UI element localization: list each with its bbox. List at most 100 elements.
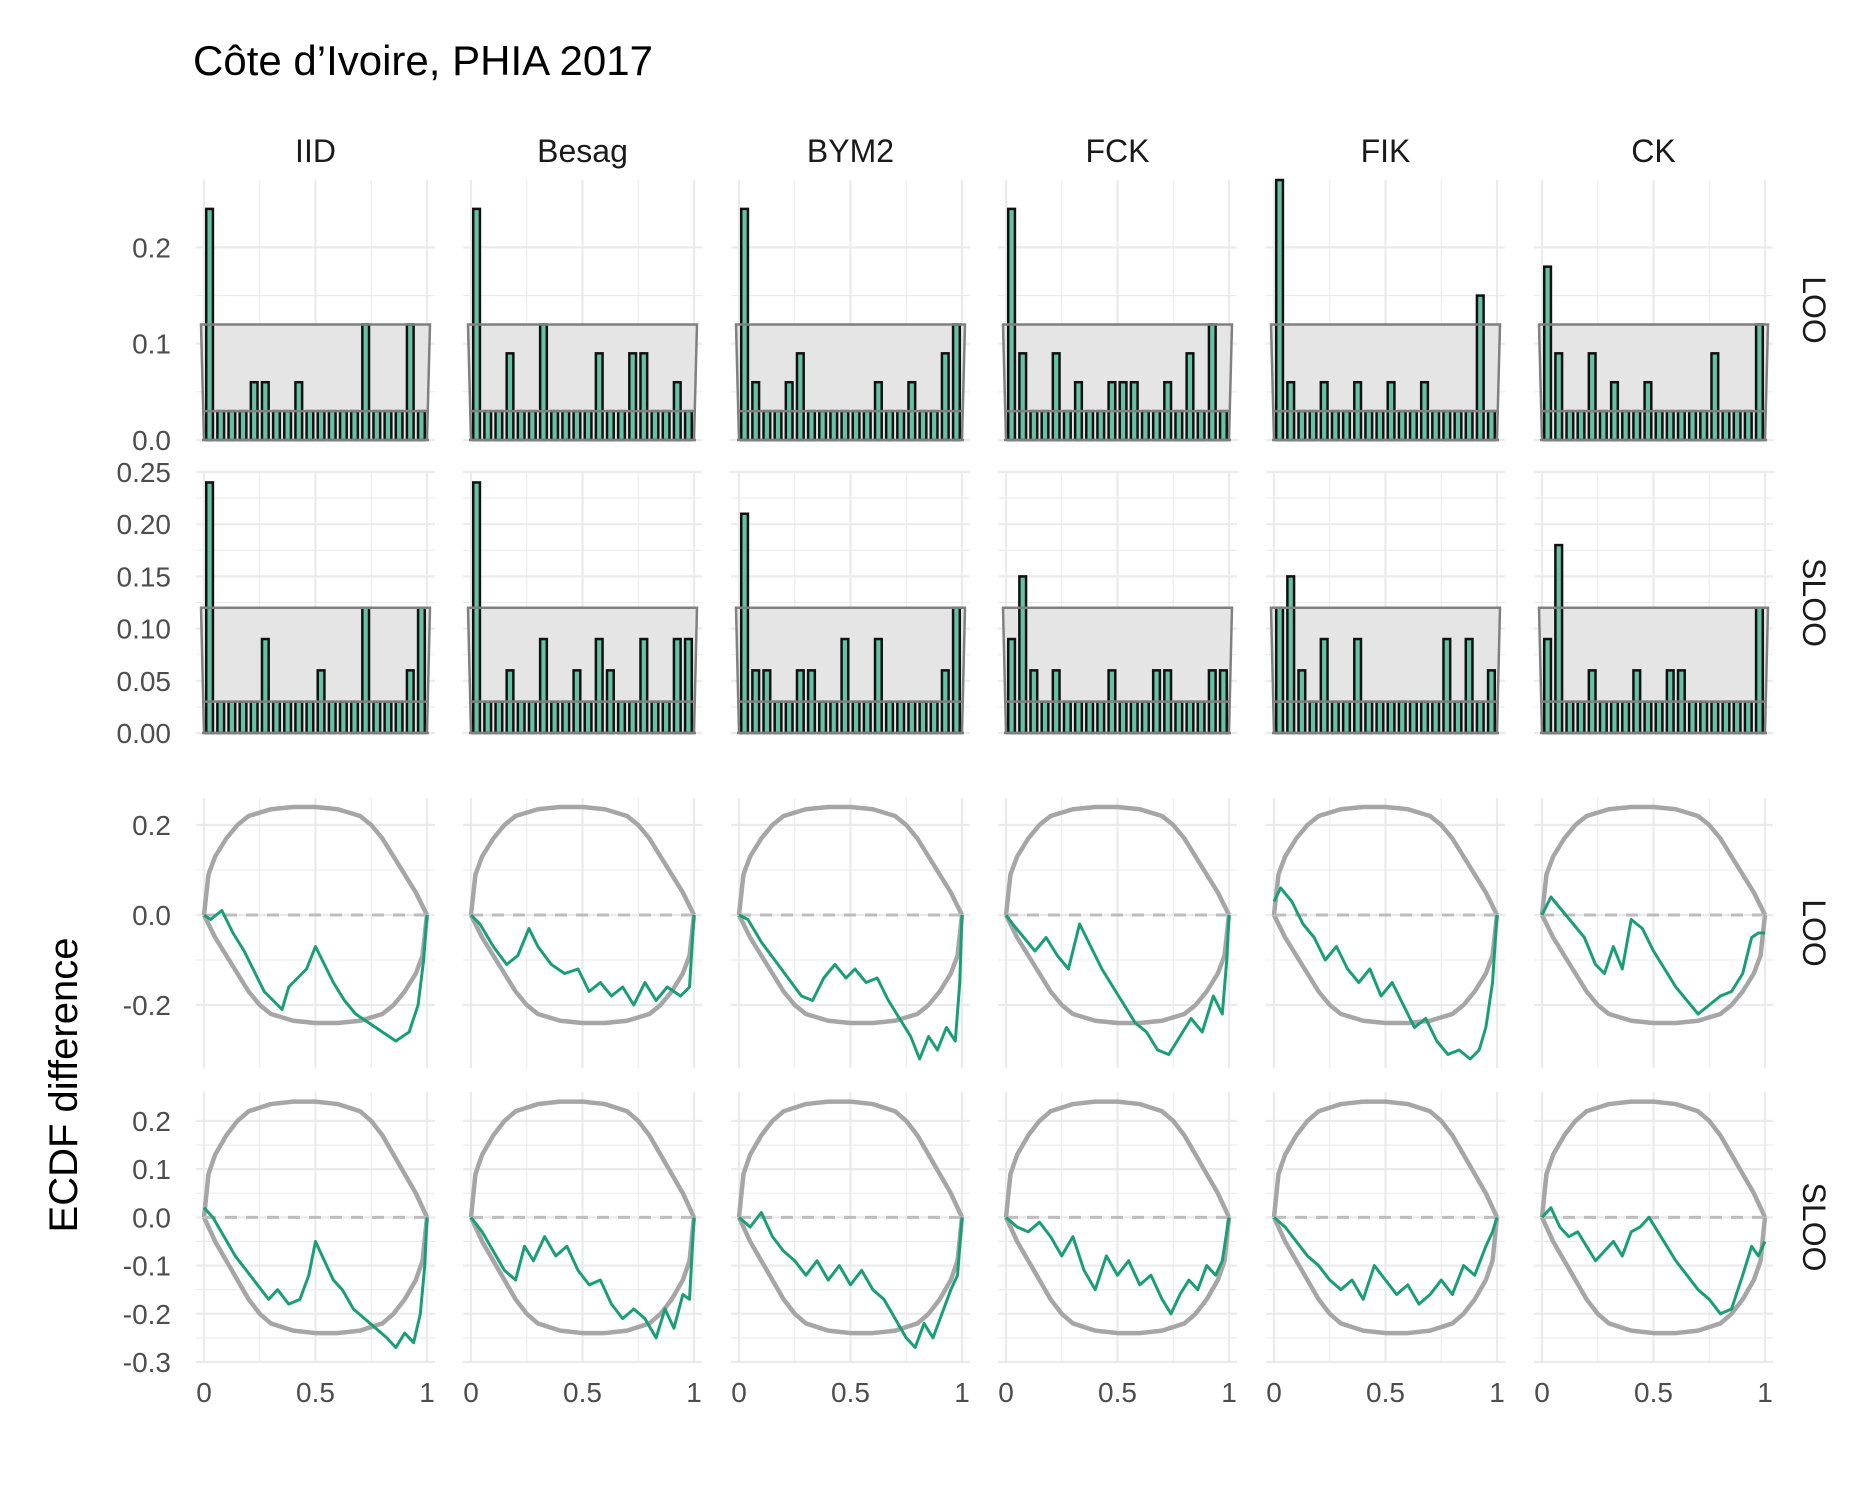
histogram-bar (829, 700, 839, 735)
histogram-bar (1029, 409, 1039, 442)
ecdf-band-lower (1539, 914, 1768, 1026)
histogram-bar (405, 323, 415, 442)
panels: IID Besag BYM2 FCK FIK CKLOO0.00.10.2SLOO0.00… (117, 133, 1833, 1408)
panel-ecdf-loo-fik (1266, 798, 1505, 1068)
histogram-bar (1397, 700, 1407, 735)
histogram-bar (383, 409, 393, 442)
histogram-bar (1554, 352, 1564, 442)
y-tick-label: 0.2 (132, 810, 171, 841)
histogram-bar (283, 700, 293, 735)
histogram-bar (1632, 409, 1642, 442)
x-tick-label: 1 (954, 1377, 970, 1408)
histogram-bar (1274, 606, 1285, 735)
histogram-bar (550, 700, 560, 735)
panel-ecdf-sloo-fik (1266, 1092, 1505, 1364)
histogram-bar (1096, 700, 1106, 735)
histogram-bar (1308, 700, 1318, 735)
histogram-bar (1475, 294, 1485, 442)
ecdf-difference-line (1273, 1216, 1499, 1306)
histogram-bar (349, 700, 360, 735)
histogram-bar (851, 700, 861, 735)
histogram-bar (784, 700, 794, 735)
histogram-bar (583, 409, 593, 442)
histogram-bar (383, 700, 393, 735)
histogram-bar (918, 700, 928, 735)
ecdf-band-lower (1271, 1216, 1500, 1336)
histogram-bar (227, 409, 237, 442)
histogram-bar (1609, 700, 1620, 735)
histogram-bar (1085, 700, 1095, 735)
histogram-bar (1431, 409, 1441, 442)
histogram-bar (327, 409, 337, 442)
histogram-bar (1330, 409, 1340, 442)
ecdf-band-lower (736, 1216, 965, 1336)
histogram-bar (1185, 352, 1195, 442)
histogram-bar (349, 409, 360, 442)
histogram-bar (1542, 637, 1553, 735)
histogram-bar (1576, 700, 1586, 735)
histogram-bar (951, 323, 962, 442)
histogram-bar (550, 409, 560, 442)
histogram-bar (605, 409, 615, 442)
histogram-bar (661, 700, 671, 735)
chart-title: Côte d’Ivoire, PHIA 2017 (193, 37, 653, 84)
histogram-bar (1654, 409, 1664, 442)
histogram-bar (1554, 543, 1564, 735)
histogram-bar (1710, 352, 1720, 442)
histogram-bar (862, 409, 872, 442)
histogram-bar (416, 606, 427, 735)
panel-hist-sloo-fik (1266, 470, 1505, 735)
histogram-bar (1319, 637, 1329, 735)
histogram-bar (1174, 700, 1184, 735)
ecdf-band-lower (468, 1216, 697, 1336)
histogram-bar (1040, 700, 1050, 735)
ecdf-difference-line (1540, 895, 1765, 1016)
histogram-bar (216, 700, 226, 735)
ecdf-difference-line (469, 1216, 696, 1340)
histogram-bar (840, 637, 850, 735)
histogram-bar (294, 700, 304, 735)
histogram-bar (739, 512, 750, 735)
histogram-bar (1297, 409, 1307, 442)
histogram-bar (1699, 409, 1709, 442)
histogram-bar (249, 700, 259, 735)
y-tick-label: 0.0 (132, 900, 171, 931)
panel-ecdf-loo-fck (998, 798, 1237, 1068)
x-tick-label: 0.5 (296, 1377, 335, 1408)
histogram-bar (1062, 409, 1072, 442)
panel-hist-loo-iid (196, 180, 435, 442)
ecdf-band-upper (1003, 804, 1232, 916)
panel-ecdf-sloo-besag (463, 1092, 702, 1364)
histogram-bar (639, 352, 649, 442)
y-tick-label: 0.20 (117, 509, 172, 540)
panel-hist-loo-besag (463, 180, 702, 442)
histogram-bar (1687, 409, 1698, 442)
histogram-bar (1073, 700, 1084, 735)
ecdf-band-upper (1539, 804, 1768, 916)
x-tick-label: 0.5 (1366, 1377, 1405, 1408)
histogram-bar (238, 700, 248, 735)
histogram-bar (1386, 700, 1396, 735)
y-tick-label: 0.05 (117, 666, 172, 697)
histogram-bar (271, 700, 282, 735)
ecdf-band-upper (736, 804, 965, 916)
histogram-bar (1442, 637, 1452, 735)
histogram-bar (1408, 409, 1418, 442)
histogram-bar (873, 637, 883, 735)
histogram-bar (1096, 409, 1106, 442)
histogram-bar (773, 409, 783, 442)
histogram-bar (1687, 700, 1698, 735)
histogram-bar (1018, 575, 1028, 735)
histogram-bar (1475, 700, 1485, 735)
histogram-bar (1040, 409, 1050, 442)
histogram-bar (338, 409, 348, 442)
facet-label-iid: IID (295, 133, 336, 169)
histogram-bar (683, 409, 694, 442)
histogram-bar (1341, 700, 1352, 735)
histogram-bar (271, 409, 282, 442)
histogram-bar (628, 700, 638, 735)
ecdf-band-upper (1271, 804, 1500, 916)
histogram-bar (216, 409, 226, 442)
histogram-bar (1710, 700, 1720, 735)
